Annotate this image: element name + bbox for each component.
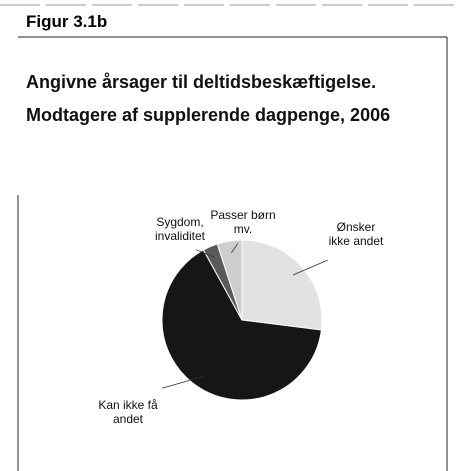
slice-label: Ønsker ikke andet (328, 220, 384, 248)
leader-line (161, 375, 204, 389)
figure-label: Figur 3.1b (26, 12, 108, 31)
slice-label: Sygdom, invaliditet (154, 215, 206, 243)
chart-title: Angivne årsager til deltidsbeskæftigelse… (26, 72, 391, 125)
leader-line (292, 259, 328, 276)
pie-slice (241, 239, 323, 331)
pie-slice (216, 239, 243, 321)
slice-label: Passer børn mv. (210, 208, 276, 236)
leader-line (195, 249, 216, 258)
slice-label: Kan ikke få andet (98, 398, 158, 426)
leader-line (231, 243, 239, 254)
pie-slice (161, 249, 322, 401)
